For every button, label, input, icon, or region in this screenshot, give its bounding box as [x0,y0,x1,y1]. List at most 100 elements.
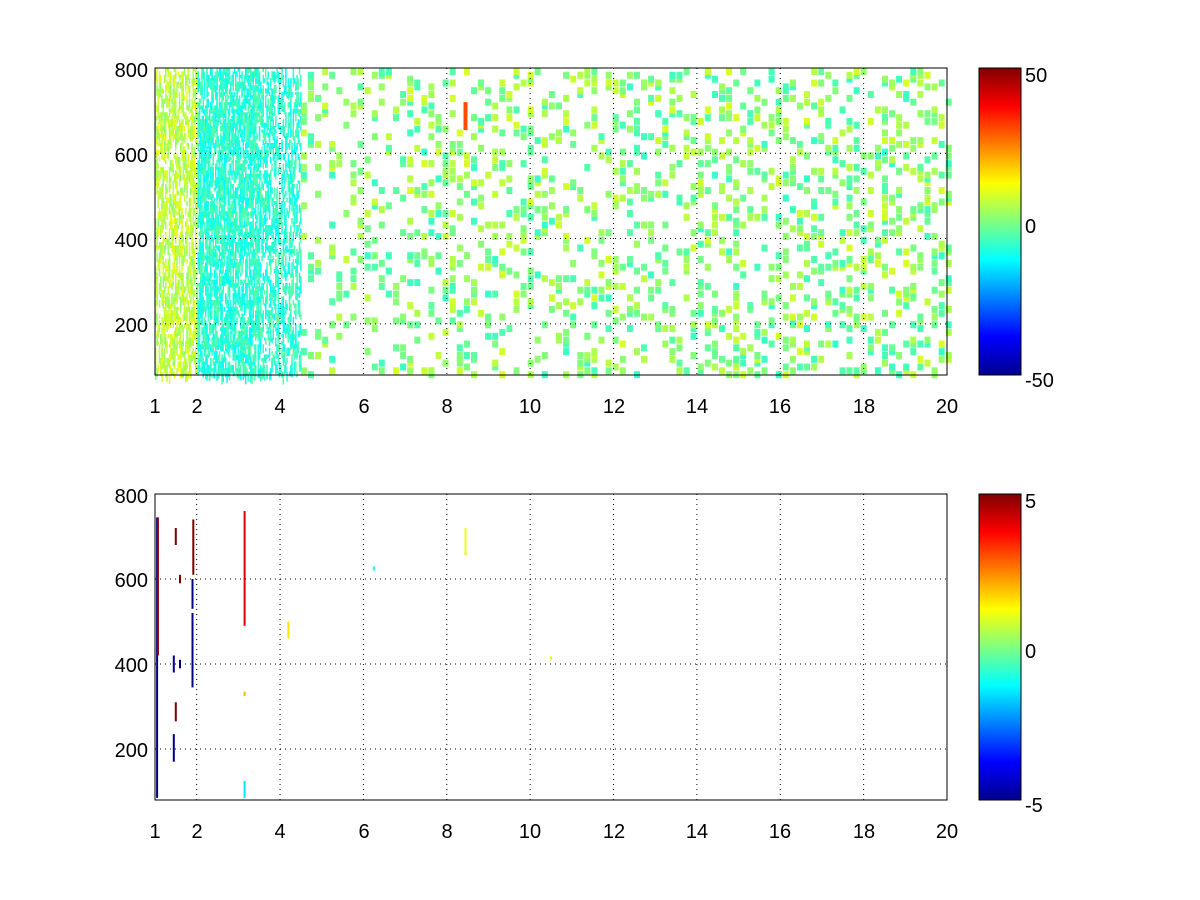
heatmap-cell [273,95,276,104]
heatmap-cell [201,357,203,368]
heatmap-cell [183,149,186,161]
heatmap-cell [634,240,640,248]
heatmap-cell [605,294,612,302]
heatmap-cell [253,112,256,123]
heatmap-cell [273,323,276,328]
heatmap-cell [435,202,442,210]
heatmap-cell [240,194,242,200]
heatmap-cell [308,140,314,148]
heatmap-cell [233,115,236,129]
heatmap-cell [155,265,157,276]
heatmap-cell [230,276,232,288]
heatmap-cell [220,91,222,98]
heatmap-cell [187,68,189,79]
heatmap-cell [200,320,202,325]
heatmap-cell [195,112,197,122]
heatmap-cell [292,300,295,306]
heatmap-cell [278,105,281,113]
heatmap-cell [205,115,207,126]
heatmap-cell [155,371,157,381]
heatmap-cell [196,112,198,121]
heatmap-cell [196,163,198,177]
heatmap-cell [241,238,243,247]
heatmap-cell [233,146,236,153]
heatmap-cell [236,119,238,130]
heatmap-cell [619,194,626,202]
heatmap-cell [241,184,243,197]
heatmap-cell [267,354,269,358]
heatmap-cell [281,184,283,194]
heatmap-cell [442,171,449,179]
heatmap-cell [393,106,399,114]
heatmap-cell [207,204,209,216]
heatmap-cell [400,313,407,321]
heatmap-cell [246,112,248,119]
heatmap-cell [196,102,198,107]
heatmap-cell [296,126,298,138]
heatmap-cell [243,177,246,184]
heatmap-cell [243,323,246,337]
heatmap-cell [171,347,173,360]
heatmap-cell [228,163,231,174]
heatmap-cell [548,175,555,183]
heatmap-cell [257,112,259,118]
heatmap-cell [227,126,229,134]
heatmap-cell [290,323,292,332]
heatmap-cell [336,290,343,298]
heatmap-cell [213,132,216,138]
heatmap-cell [198,204,201,217]
heatmap-cell [499,271,506,279]
heatmap-cell [598,133,605,141]
heatmap-cell [171,293,173,306]
heatmap-cell [243,317,246,323]
heatmap-cell [218,269,221,280]
heatmap-cell [197,300,199,311]
heatmap-cell [291,194,293,206]
heatmap-cell [414,259,421,267]
heatmap-cell [221,204,223,212]
heatmap-cell [350,198,357,206]
heatmap-cell [278,98,281,106]
heatmap-cell [296,102,298,114]
heatmap-cell [277,252,280,264]
heatmap-cell [260,211,262,223]
heatmap-cell [183,310,186,321]
heatmap-cell [257,102,259,109]
heatmap-cell [215,323,217,332]
heatmap-cell [591,355,598,363]
heatmap-cell [233,235,236,243]
heatmap-cell [442,179,449,187]
heatmap-cell [605,256,612,263]
heatmap-cell [285,160,287,172]
heatmap-cell [168,170,171,183]
heatmap-cell [221,354,223,361]
heatmap-cell [435,175,442,183]
heatmap-cell [255,78,257,83]
heatmap-cell [168,272,171,286]
heatmap-cell [228,259,231,272]
heatmap-cell [231,91,233,99]
heatmap-cell [161,170,163,174]
heatmap-cell [211,344,213,356]
heatmap-cell [300,106,307,114]
heatmap-cell [226,310,228,315]
heatmap-cell [196,190,198,202]
heatmap-cell [198,300,201,313]
heatmap-cell [300,282,302,294]
heatmap-cell [407,233,414,240]
heatmap-cell [492,359,499,367]
heatmap-cell [278,231,281,244]
heatmap-cell [193,102,196,110]
heatmap-cell [205,149,207,154]
heatmap-cell [166,204,168,217]
heatmap-cell [605,367,612,375]
heatmap-cell [188,340,191,352]
heatmap-cell [252,286,254,291]
heatmap-cell [271,286,273,291]
heatmap-cell [195,166,197,172]
heatmap-cell [240,214,242,222]
heatmap-cell [240,74,242,79]
heatmap-cell [167,98,169,107]
heatmap-cell [173,207,176,218]
heatmap-cell [357,187,364,194]
